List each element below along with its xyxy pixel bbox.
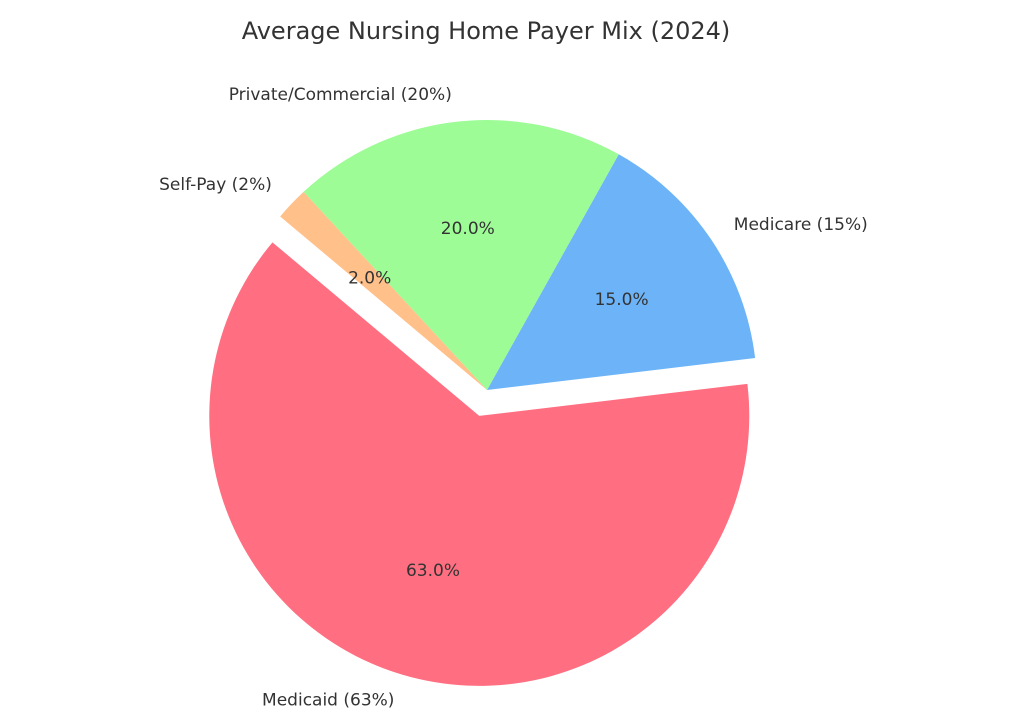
chart-title: Average Nursing Home Payer Mix (2024) — [242, 17, 731, 45]
pie-slice — [487, 154, 756, 390]
value-label: 20.0% — [441, 219, 495, 239]
value-label: 63.0% — [406, 561, 460, 581]
slice-label: Medicaid (63%) — [262, 690, 394, 710]
pie-slice — [280, 191, 487, 390]
slice-label: Medicare (15%) — [734, 215, 868, 235]
pie-slice — [209, 242, 750, 686]
pie-slice — [303, 119, 619, 391]
slice-label: Self-Pay (2%) — [159, 175, 272, 195]
value-label: 2.0% — [348, 268, 391, 288]
value-label: 15.0% — [595, 290, 649, 310]
slice-label: Private/Commercial (20%) — [229, 85, 452, 105]
